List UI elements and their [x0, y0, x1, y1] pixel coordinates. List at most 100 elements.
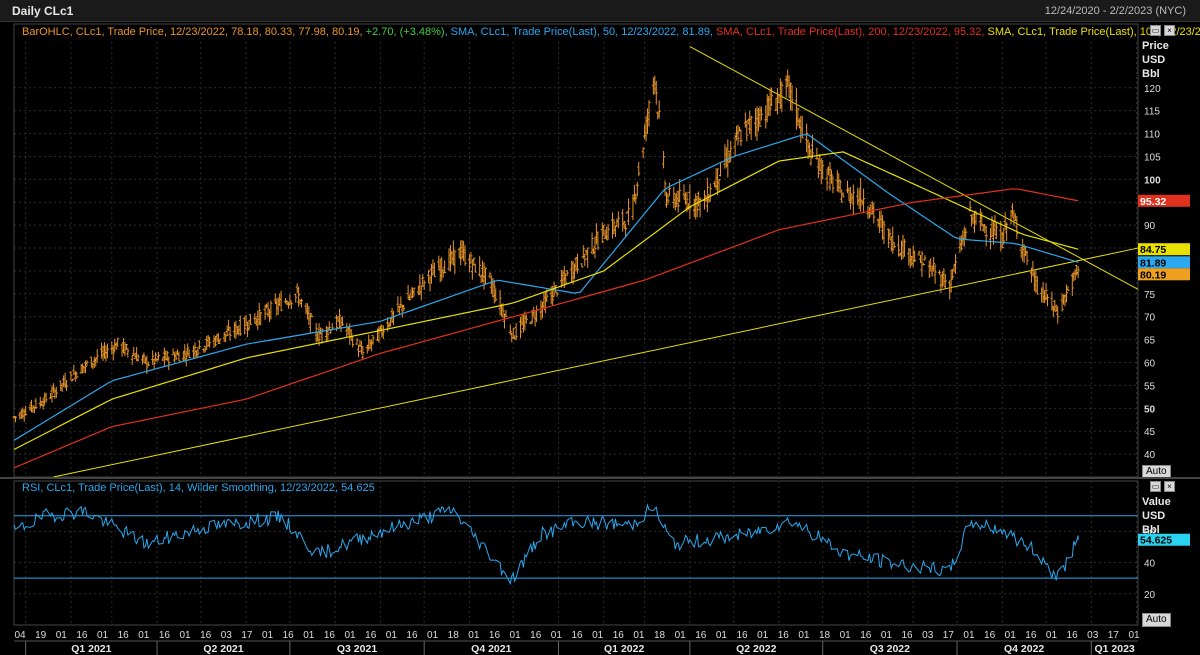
x-tick-label: 16	[778, 630, 790, 641]
x-tick-label: 01	[716, 630, 728, 641]
x-tick-label: 16	[159, 630, 171, 641]
x-tick-label: 01	[551, 630, 563, 641]
unit-line: Bbl	[1142, 524, 1160, 536]
x-tick-label: 18	[448, 630, 460, 641]
rsi-restore-icon[interactable]: ▭	[1150, 481, 1161, 492]
price-chart[interactable]: 4045505560657075808590951001051101151209…	[0, 22, 1200, 478]
legend-part-0: BarOHLC, CLc1, Trade Price, 12/23/2022, …	[22, 26, 366, 38]
y-tick-label: 60	[1144, 359, 1156, 370]
rsi-y-tick-label: 20	[1144, 590, 1156, 601]
x-tick-label: 16	[571, 630, 583, 641]
plot-frame	[13, 23, 1139, 478]
x-tick-label: 16	[902, 630, 914, 641]
y-tick-label: 110	[1144, 130, 1160, 141]
date-range: 12/24/2020 - 2/2/2023 (NYC)	[1044, 5, 1186, 17]
price-legend: BarOHLC, CLc1, Trade Price, 12/23/2022, …	[22, 25, 1200, 39]
x-tick-label: 17	[943, 630, 955, 641]
quarter-label: Q3 2022	[870, 643, 910, 655]
price-tag-label: 81.89	[1140, 257, 1166, 269]
x-tick-label: 01	[1128, 630, 1140, 641]
y-tick-label: 75	[1144, 290, 1156, 301]
x-tick-label: 01	[840, 630, 852, 641]
x-tick-label: 01	[592, 630, 604, 641]
x-tick-label: 01	[510, 630, 522, 641]
x-tick-label: 01	[56, 630, 68, 641]
x-tick-label: 16	[76, 630, 88, 641]
panel-divider[interactable]	[0, 477, 1200, 479]
x-tick-label: 01	[881, 630, 893, 641]
y-tick-label: 45	[1144, 427, 1156, 438]
x-tick-label: 01	[757, 630, 769, 641]
price-tag-bg	[1138, 194, 1190, 207]
x-tick-label: 17	[1108, 630, 1120, 641]
y-tick-label: 40	[1144, 450, 1156, 461]
x-tick-label: 01	[963, 630, 975, 641]
y-tick-label: 105	[1144, 152, 1161, 163]
x-tick-label: 16	[200, 630, 212, 641]
y-tick-label: 90	[1144, 221, 1156, 232]
rsi-close-icon[interactable]: ×	[1164, 481, 1175, 492]
trendline-0	[53, 247, 1139, 478]
quarter-label: Q4 2021	[471, 643, 511, 655]
x-tick-label: 16	[406, 630, 418, 641]
x-tick-label: 19	[35, 630, 47, 641]
x-tick-label: 01	[675, 630, 687, 641]
x-tick-label: 01	[386, 630, 398, 641]
quarter-label: Q1 2021	[71, 643, 111, 655]
rsi-tag-bg	[1138, 533, 1190, 546]
rsi-y-tick-label: 60	[1144, 527, 1156, 538]
x-tick-label: 01	[138, 630, 150, 641]
window-titlebar: Daily CLc1 12/24/2020 - 2/2/2023 (NYC)	[0, 0, 1200, 22]
y-tick-label: 70	[1144, 313, 1156, 324]
x-tick-label: 16	[489, 630, 501, 641]
sma-line-1	[13, 151, 1079, 451]
x-tick-label: 01	[97, 630, 109, 641]
rsi-tag-label: 54.625	[1140, 535, 1172, 547]
x-tick-label: 16	[613, 630, 625, 641]
y-tick-label: 50	[1144, 404, 1156, 415]
price-tag-bg	[1138, 256, 1190, 269]
x-tick-label: 03	[1087, 630, 1099, 641]
x-tick-label: 16	[1067, 630, 1079, 641]
x-tick-label: 01	[345, 630, 357, 641]
sma-line-2	[13, 188, 1079, 469]
rsi-auto-scale-button[interactable]: Auto	[1142, 613, 1171, 627]
x-axis: 04 19 01 16 01 16 01 16 01 16 03 17 01 16 01 16 01 16 01 16…	[0, 627, 1200, 655]
x-tick-label: 16	[736, 630, 748, 641]
sma-line-0	[13, 134, 1079, 441]
price-tag-label: 84.75	[1140, 244, 1166, 256]
price-unit-label: Price USD Bbl	[1142, 39, 1169, 81]
unit-line: USD	[1142, 510, 1166, 522]
price-tag-bg	[1138, 243, 1190, 256]
x-tick-label: 01	[468, 630, 480, 641]
unit-line: Bbl	[1142, 68, 1160, 80]
x-tick-label: 03	[221, 630, 233, 641]
y-tick-label: 65	[1144, 336, 1156, 347]
y-tick-label: 100	[1144, 175, 1161, 186]
quarter-label: Q2 2022	[736, 643, 776, 655]
rsi-legend: RSI, CLc1, Trade Price(Last), 14, Wilder…	[22, 482, 375, 494]
restore-icon[interactable]: ▭	[1150, 25, 1161, 36]
unit-line: Value	[1142, 496, 1171, 508]
window-title: Daily CLc1	[12, 4, 74, 18]
x-tick-label: 01	[262, 630, 274, 641]
x-tick-label: 01	[1005, 630, 1017, 641]
x-tick-label: 18	[819, 630, 831, 641]
legend-part-3: SMA, CLc1, Trade Price(Last), 200, 12/23…	[716, 26, 988, 38]
x-tick-label: 03	[922, 630, 934, 641]
x-tick-label: 01	[798, 630, 810, 641]
y-tick-label: 120	[1144, 84, 1161, 95]
close-icon[interactable]: ×	[1164, 25, 1175, 36]
x-tick-label: 16	[1025, 630, 1037, 641]
x-tick-label: 16	[695, 630, 707, 641]
quarter-label: Q1 2022	[604, 643, 644, 655]
price-tag-label: 80.19	[1140, 269, 1166, 281]
x-tick-label: 01	[427, 630, 439, 641]
x-tick-label: 16	[118, 630, 130, 641]
legend-part-2: , SMA, CLc1, Trade Price(Last), 50, 12/2…	[444, 26, 717, 38]
x-tick-label: 01	[633, 630, 645, 641]
x-tick-label: 16	[530, 630, 542, 641]
x-tick-label: 04	[14, 630, 26, 641]
rsi-line	[13, 503, 1079, 586]
